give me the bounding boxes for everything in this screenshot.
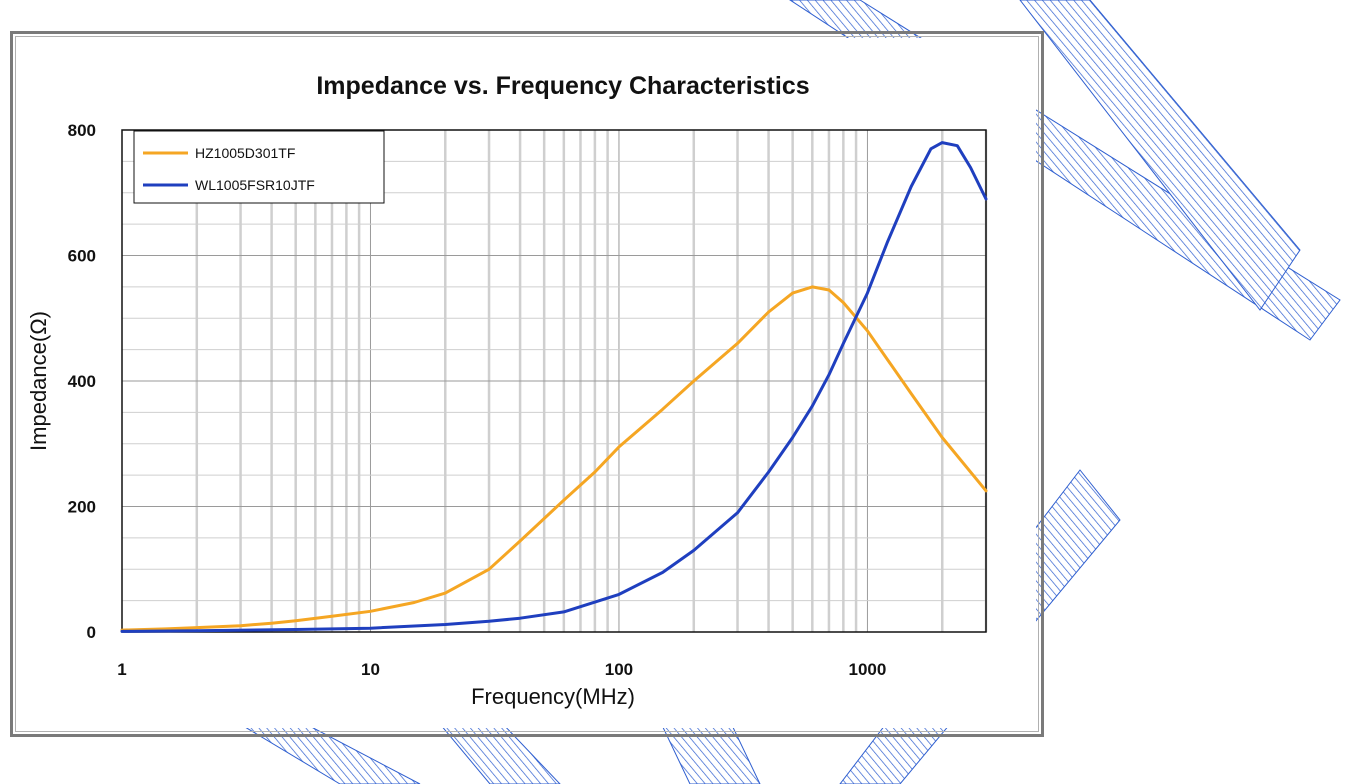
y-tick-label: 800: [68, 121, 96, 140]
x-tick-label: 100: [605, 660, 633, 679]
legend-box: [133, 130, 385, 204]
y-tick-label: 200: [68, 498, 96, 517]
y-tick-label: 0: [87, 623, 96, 642]
series-line-2: [120, 141, 988, 633]
chart-frame: [10, 31, 1044, 737]
x-tick-label: 10: [361, 660, 380, 679]
y-tick-label: 600: [68, 247, 96, 266]
series-line-1: [120, 285, 988, 632]
chart-title: Impedance vs. Frequency Characteristics: [316, 72, 809, 100]
legend-label-1: HZ1005D301TF: [195, 145, 295, 161]
legend-label-2: WL1005FSR10JTF: [195, 177, 315, 193]
y-tick-labels: 0 200 400 600 800: [68, 121, 96, 642]
plot-border: [121, 129, 987, 633]
x-tick-label: 1000: [849, 660, 887, 679]
y-axis-label: Impedance(Ω): [26, 311, 51, 451]
grid: [121, 130, 988, 632]
x-tick-labels: 1 10 100 1000: [117, 660, 886, 679]
y-tick-label: 400: [68, 372, 96, 391]
x-axis-label: Frequency(MHz): [471, 684, 635, 709]
series-layer: [120, 141, 988, 633]
x-tick-label: 1: [117, 660, 126, 679]
legend: HZ1005D301TF WL1005FSR10JTF: [133, 130, 385, 204]
